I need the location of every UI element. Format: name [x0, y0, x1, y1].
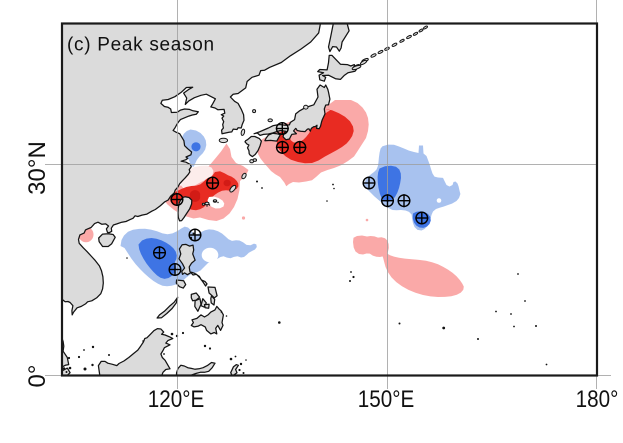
- svg-text:30°N: 30°N: [24, 141, 51, 195]
- svg-text:180°: 180°: [576, 386, 619, 413]
- svg-text:120°E: 120°E: [148, 386, 204, 413]
- svg-text:(c) Peak season: (c) Peak season: [67, 35, 215, 56]
- svg-text:0°: 0°: [24, 365, 51, 388]
- svg-text:150°E: 150°E: [358, 386, 414, 413]
